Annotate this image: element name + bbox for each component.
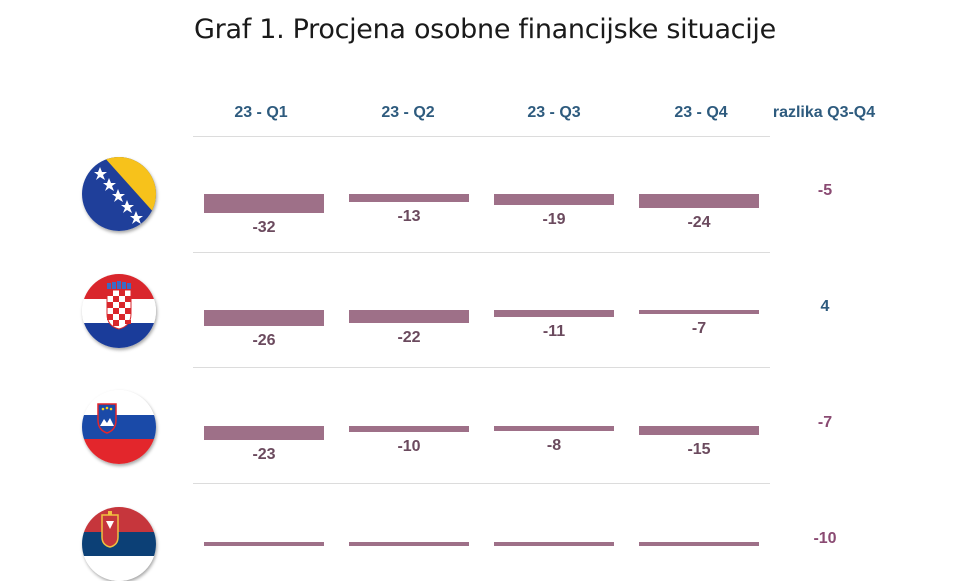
bar [494,194,614,206]
bar [349,426,469,432]
bar [494,542,614,546]
data-label: -22 [397,329,421,347]
bar [204,310,324,326]
column-header-q1: 23 - Q1 [234,104,288,121]
bar [349,542,469,546]
data-label: -11 [542,322,566,340]
column-header-difference: razlika Q3-Q4 [772,104,876,121]
column-header-q2: 23 - Q2 [381,104,435,121]
bar [639,542,759,546]
bar [639,194,759,209]
difference-value: 4 [820,298,830,315]
data-label: -23 [252,445,276,463]
data-label: -10 [397,438,421,455]
chart-title: Graf 1. Procjena osobne financijske situ… [194,14,776,45]
data-label: -26 [252,331,276,349]
row-divider [193,367,770,368]
data-label: -8 [546,436,562,454]
bar [349,194,469,202]
column-header-q3: 23 - Q3 [527,104,581,121]
column-header-q4: 23 - Q4 [674,104,728,121]
difference-value: -10 [813,530,837,547]
data-label: -32 [252,219,276,237]
bar [639,310,759,315]
bar [639,426,759,435]
data-label: -15 [687,441,711,458]
bar [204,194,324,214]
data-label: -24 [687,214,711,232]
serbia-flag-icon [82,507,156,581]
croatia-flag-icon [82,274,156,348]
bar [204,426,324,440]
difference-value: -7 [817,414,833,431]
bar [204,542,324,546]
bar [494,310,614,317]
data-label: -19 [542,211,566,229]
data-label: -7 [691,320,707,338]
row-divider [193,136,770,137]
bar [494,426,614,431]
row-divider [193,483,770,484]
slovenia-flag-icon [82,390,156,464]
bosnia-herzegovina-flag-icon [82,157,156,231]
difference-value: -5 [817,182,833,199]
row-divider [193,252,770,253]
data-label: -13 [397,207,421,225]
bar [349,310,469,324]
